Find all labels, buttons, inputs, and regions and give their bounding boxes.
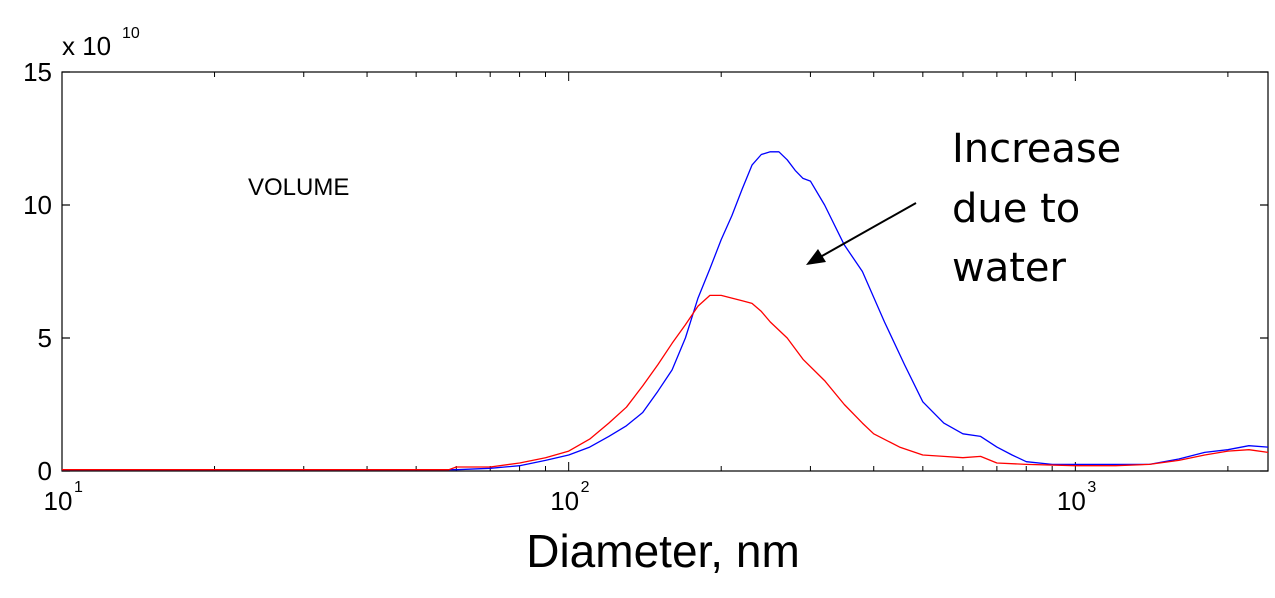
annotation-arrow-shaft xyxy=(821,202,917,257)
x-axis: 10 1 10 2 10 3 xyxy=(44,72,1229,516)
y-multiplier-base: x 10 xyxy=(62,31,111,61)
y-tick-label: 15 xyxy=(23,57,52,87)
x-tick-label: 10 xyxy=(1057,486,1086,516)
y-axis: 0 5 10 15 xyxy=(23,57,1268,486)
y-tick-label: 5 xyxy=(38,323,52,353)
series-line-blue xyxy=(62,151,1269,471)
x-tick-label-exponent: 3 xyxy=(1087,479,1096,496)
increase-annotation: Increase due to water xyxy=(806,126,1121,291)
annotation-arrowhead xyxy=(806,249,826,265)
x-tick-label: 10 xyxy=(550,486,579,516)
series-line-red xyxy=(62,294,1269,471)
y-multiplier-exponent: 10 xyxy=(122,25,140,42)
y-axis-multiplier: x 10 10 xyxy=(62,25,140,61)
plot-area xyxy=(61,71,1269,472)
x-axis-label: Diameter, nm xyxy=(526,525,800,577)
x-tick-label: 10 xyxy=(44,486,73,516)
annotation-line: water xyxy=(952,245,1067,291)
x-tick-label-exponent: 1 xyxy=(74,479,83,496)
annotation-line: due to xyxy=(952,186,1080,232)
plot-frame xyxy=(61,71,1269,472)
series-layer xyxy=(62,151,1269,471)
volume-label: VOLUME xyxy=(248,174,349,201)
y-tick-label: 0 xyxy=(38,456,52,486)
y-tick-label: 10 xyxy=(23,190,52,220)
x-tick-label-exponent: 2 xyxy=(581,479,590,496)
annotation-line: Increase xyxy=(952,126,1121,172)
